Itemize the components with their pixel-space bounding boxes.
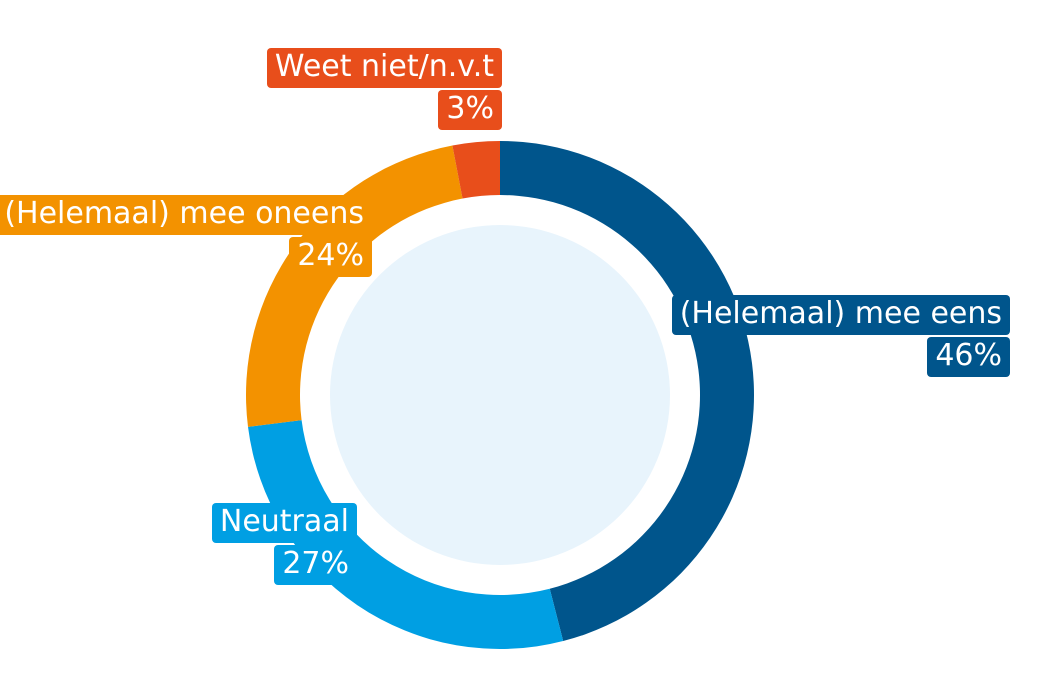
label-mee-eens: (Helemaal) mee eens 46% (671, 295, 1010, 377)
slice-mee-oneens (245, 145, 463, 427)
slice-value-mee-eens: 46% (927, 337, 1010, 377)
slice-label-mee-eens: (Helemaal) mee eens (671, 295, 1010, 335)
slice-value-neutraal: 27% (274, 545, 357, 585)
slice-value-weet-niet: 3% (438, 90, 502, 130)
slice-value-mee-oneens: 24% (289, 237, 372, 277)
label-weet-niet: Weet niet/n.v.t 3% (266, 48, 502, 130)
slice-mee-eens (500, 141, 755, 642)
donut-center (330, 225, 670, 565)
slice-label-mee-oneens: (Helemaal) mee oneens (0, 195, 372, 235)
label-neutraal: Neutraal 27% (190, 503, 357, 585)
slice-weet-niet (452, 141, 500, 199)
slice-label-neutraal: Neutraal (211, 503, 357, 543)
slice-label-weet-niet: Weet niet/n.v.t (266, 48, 502, 88)
label-mee-oneens: (Helemaal) mee oneens 24% (0, 195, 372, 277)
